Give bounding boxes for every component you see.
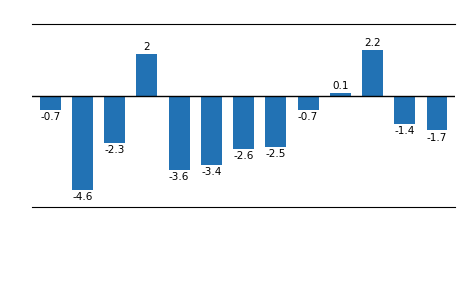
Text: -1.7: -1.7 [426, 132, 446, 142]
Bar [40, 96, 61, 110]
Bar [200, 96, 221, 165]
Text: -0.7: -0.7 [297, 112, 318, 122]
Text: -1.4: -1.4 [394, 126, 414, 136]
Text: 2: 2 [143, 42, 150, 53]
Text: 2.2: 2.2 [363, 38, 380, 48]
Bar [394, 96, 414, 124]
Text: -2.6: -2.6 [233, 151, 253, 161]
Text: 0.1: 0.1 [332, 81, 348, 91]
Bar [361, 50, 382, 96]
Text: -0.7: -0.7 [40, 112, 60, 122]
Bar [104, 96, 125, 143]
Bar [425, 96, 446, 130]
Text: -2.3: -2.3 [104, 145, 125, 155]
Text: -3.4: -3.4 [201, 168, 221, 178]
Bar [168, 96, 189, 170]
Bar [136, 54, 157, 96]
Bar [232, 96, 254, 149]
Text: -2.5: -2.5 [265, 149, 285, 159]
Text: -4.6: -4.6 [72, 192, 93, 202]
Bar [265, 96, 286, 147]
Text: -3.6: -3.6 [169, 172, 189, 181]
Bar [72, 96, 93, 190]
Bar [297, 96, 318, 110]
Bar [329, 94, 350, 96]
